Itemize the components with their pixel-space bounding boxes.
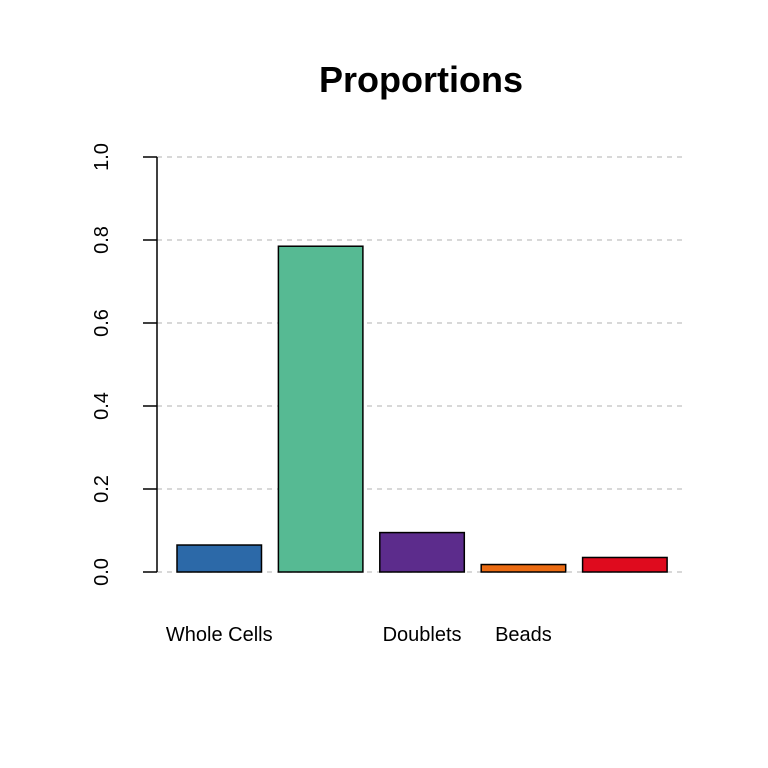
bar [480,563,567,573]
bar [581,556,668,573]
chart-title: Proportions [319,59,523,100]
x-tick-label: Whole Cells [166,624,273,646]
x-tick-label: Beads [495,624,552,646]
x-tick-label: Doublets [383,624,462,646]
y-tick-label: 1.0 [91,143,113,171]
y-tick-label: 0.4 [91,392,113,420]
grid-lines [157,156,684,573]
bar [379,531,466,573]
bars [176,245,668,573]
y-axis: 0.0 0.2 0.4 0.6 0.8 1.0 [91,143,158,586]
y-tick-label: 0.8 [91,226,113,254]
bar [176,544,263,573]
bar [277,245,364,573]
y-tick-label: 0.0 [91,558,113,586]
y-tick-label: 0.2 [91,475,113,503]
y-tick-label: 0.6 [91,309,113,337]
x-axis-labels: Whole Cells Doublets Beads [166,624,552,646]
